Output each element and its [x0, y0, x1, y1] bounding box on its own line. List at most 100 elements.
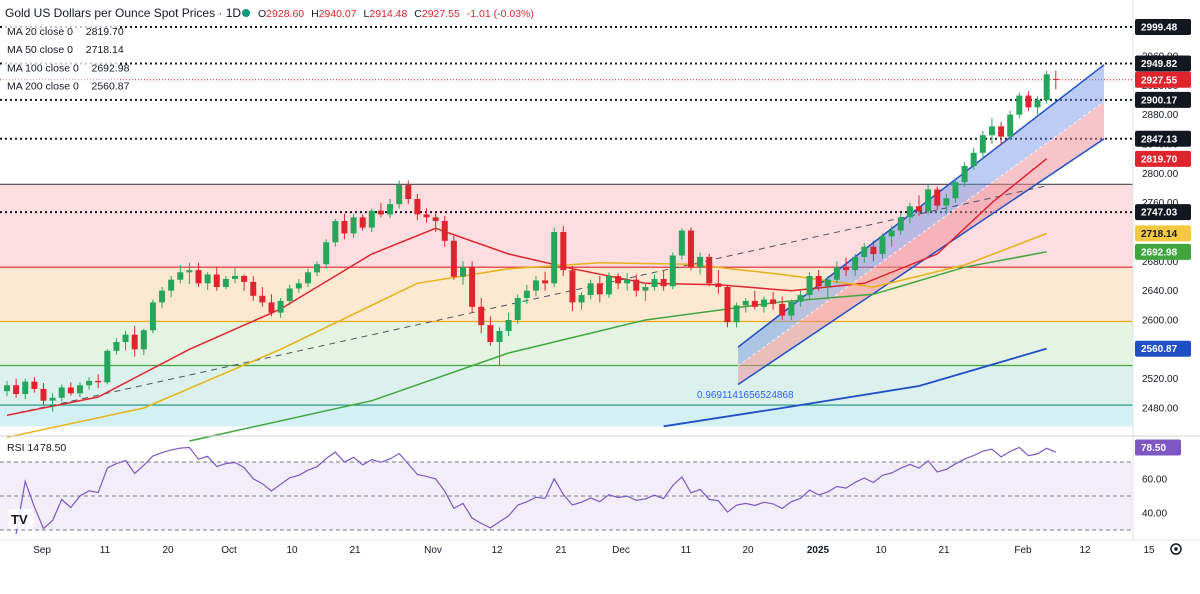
candle-body [22, 381, 29, 395]
time-tick-label: Nov [424, 545, 442, 556]
candle-body [979, 135, 986, 153]
time-tick-label: 12 [491, 545, 503, 556]
price-tag-label: 2847.13 [1141, 134, 1178, 145]
candle [86, 377, 93, 390]
candle-body [58, 387, 65, 398]
price-tag-2747.03: 2747.03 [1135, 204, 1191, 221]
candle [998, 122, 1005, 146]
candle [177, 265, 184, 284]
horizontal-levels [0, 26, 1133, 214]
candle-body [259, 295, 266, 303]
time-tick-label: 12 [1079, 545, 1091, 556]
candle [569, 265, 576, 312]
candle-body [469, 267, 476, 307]
candle [259, 287, 266, 307]
candle-body [742, 300, 749, 306]
candle-body [542, 280, 549, 284]
rsi-tick-label: 60.00 [1142, 475, 1167, 486]
candle [387, 199, 394, 219]
candle-body [642, 287, 649, 291]
candle [396, 180, 403, 209]
fib-level-label: 0.9691141656524868 [697, 390, 794, 401]
candle-body [505, 320, 512, 331]
candle-body [232, 276, 238, 279]
candle [76, 382, 83, 397]
candle [852, 254, 859, 276]
candle-body [916, 206, 922, 212]
candle [760, 296, 767, 313]
candle [934, 186, 941, 210]
time-tick-label: Oct [221, 545, 237, 556]
candle-body [332, 221, 339, 243]
candle [67, 382, 74, 396]
candle [405, 180, 412, 205]
candle [1034, 96, 1041, 115]
rsi-label: RSI 14 [7, 442, 39, 454]
price-channel[interactable] [737, 64, 1105, 386]
price-tag-label: 2999.48 [1141, 23, 1178, 34]
price-tag-2819.70: 2819.70 [1135, 150, 1191, 167]
candle-body [1025, 95, 1032, 108]
price-tick-label: 2880.00 [1142, 110, 1179, 121]
tradingview-logo: TV [8, 509, 34, 529]
candle-body [241, 276, 248, 282]
candle [1016, 92, 1023, 119]
candle [250, 276, 257, 301]
candle [751, 290, 758, 310]
candle-body [605, 276, 612, 295]
candle [31, 377, 38, 393]
price-tag-bg [1135, 130, 1191, 147]
time-tick-label: 11 [100, 545, 111, 556]
candle [824, 276, 831, 298]
candle [277, 298, 284, 318]
candle [715, 270, 722, 294]
candle-body [13, 385, 20, 395]
candle [724, 284, 731, 328]
candle [323, 239, 330, 269]
candle-body [861, 246, 868, 257]
indicator-legend[interactable]: MA 20 close 0 2819.70 MA 50 close 0 2718.14… [2, 25, 130, 94]
time-tick-label: 11 [681, 545, 692, 556]
candle [332, 218, 339, 247]
candle [596, 276, 603, 303]
candle [4, 380, 10, 397]
candle [232, 267, 238, 284]
candle-body [286, 288, 293, 301]
candle [514, 294, 521, 324]
candle [806, 272, 813, 300]
ma-line-3 [663, 347, 1047, 428]
candle [633, 274, 640, 297]
time-axis[interactable]: Sep 11 20 Oct 10 21 Nov 12 21 Dec 11 20 2025 10 21 Feb 1… [33, 545, 1155, 556]
candle [268, 294, 275, 317]
candle-body [441, 221, 448, 241]
candle-body [122, 334, 129, 342]
candle-body [651, 278, 658, 287]
candle-body [1043, 74, 1050, 100]
candle-body [1034, 100, 1041, 108]
candle [186, 262, 193, 285]
price-tag-label: 2692.98 [1141, 247, 1178, 258]
time-tick-label: 10 [875, 545, 887, 556]
rsi-line [15, 446, 1057, 535]
time-tick-label: 2025 [807, 545, 830, 556]
price-tags: 2999.48 2949.82 2927.55 2900.17 2847.13 2819.… [1135, 19, 1191, 357]
legend-bg [2, 61, 118, 76]
candle-body [733, 305, 740, 323]
candle [651, 274, 658, 291]
candle [697, 252, 704, 275]
candle [861, 243, 868, 263]
settings-gear-icon[interactable] [1170, 543, 1182, 555]
candle-body [952, 182, 959, 199]
time-tick-label: Dec [612, 545, 630, 556]
candle [943, 193, 950, 214]
price-tag-2847.13: 2847.13 [1135, 130, 1191, 147]
candle [414, 193, 421, 221]
candle-body [797, 295, 804, 302]
candle [304, 268, 311, 287]
candle-body [487, 325, 494, 342]
candle-body [432, 217, 439, 221]
candle-body [569, 270, 576, 303]
legend-bg [2, 25, 118, 39]
